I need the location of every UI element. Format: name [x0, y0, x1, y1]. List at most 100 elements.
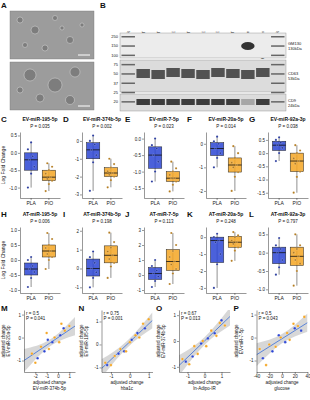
- point: [48, 169, 50, 171]
- tick-mark: [177, 315, 179, 316]
- point: [219, 253, 221, 255]
- subtitle: P = 0.248: [216, 219, 236, 224]
- point: [213, 332, 216, 335]
- point: [104, 362, 107, 365]
- tick: PIO: [45, 293, 54, 301]
- point: [232, 243, 234, 245]
- tick-mark: [255, 315, 257, 316]
- median: [166, 178, 179, 179]
- point: [51, 341, 54, 344]
- point: [157, 275, 159, 277]
- point: [30, 141, 32, 143]
- fit-line: [257, 323, 308, 355]
- tick-label: 0.5: [11, 133, 18, 138]
- title: AT-miR-7-5p: [149, 211, 178, 217]
- scale-bar: [78, 55, 90, 56]
- axis-line: [25, 372, 76, 373]
- annotation: P = 0.041: [26, 316, 46, 321]
- blot-strip: [120, 60, 286, 92]
- tick-label: 0: [138, 273, 141, 278]
- point: [303, 316, 306, 319]
- figure: ABMARKER210-POST223-POST220-PRE235-POST2…: [0, 0, 310, 400]
- axis-line: [257, 311, 258, 373]
- tick-label: 2: [76, 229, 79, 234]
- tick: -1.0: [9, 186, 20, 191]
- point: [278, 266, 280, 268]
- scatter-panel: -101-2-101adjusted changeEV-miR-374b-5pa…: [1, 311, 76, 392]
- scatter-panel: -101-101adjusted changeln-Adipo-IRadjust…: [156, 307, 231, 391]
- tick-label: 1: [221, 374, 224, 379]
- point: [46, 162, 48, 164]
- tick-mark: [100, 321, 102, 322]
- subtitle: P = 0.113: [155, 219, 174, 224]
- tick-mark: [80, 231, 82, 232]
- median: [42, 251, 55, 252]
- point: [89, 190, 91, 192]
- point: [45, 332, 48, 335]
- tick-label: -3: [75, 192, 79, 197]
- tick: 0: [57, 372, 60, 379]
- point: [152, 154, 154, 156]
- vesicle: [53, 16, 58, 21]
- subtitle: P = 0.797: [278, 219, 298, 224]
- tick-label: PIO: [293, 295, 302, 301]
- point: [294, 259, 296, 261]
- point: [196, 353, 199, 356]
- tick-mark: [142, 155, 144, 156]
- median: [24, 269, 37, 270]
- plot-area: [257, 313, 308, 366]
- tick-mark: [100, 367, 102, 368]
- axis: -101: [180, 372, 231, 379]
- box-panel: EV-miR-92a-3pP = 0.038-1.5-1.0-0.50.00.5…: [257, 116, 308, 206]
- tick: -0.5: [257, 164, 268, 169]
- point: [30, 277, 32, 279]
- point: [262, 357, 265, 360]
- tick-label: PLA: [212, 200, 222, 206]
- plot-area: [272, 233, 303, 287]
- tick: 0: [200, 235, 206, 240]
- box: [166, 250, 179, 271]
- point: [232, 145, 234, 147]
- panel-label: J: [125, 210, 129, 219]
- point: [218, 143, 220, 145]
- tick: 1: [69, 372, 72, 379]
- tick-mark: [80, 141, 82, 142]
- tick: -1.5: [257, 191, 268, 196]
- tick-label: 0.5: [11, 243, 18, 248]
- tick-mark: [142, 245, 144, 246]
- vesicle: [67, 37, 74, 44]
- band: [256, 68, 269, 77]
- point: [232, 166, 234, 168]
- annotation: P = 0.001: [104, 316, 124, 321]
- box-panel: AT-miR-374b-5pP = 0.198-1012PLAPIO: [75, 211, 123, 301]
- axis-line: [20, 133, 21, 199]
- tick-label: -1: [137, 288, 141, 293]
- tick-label: PIO: [231, 200, 240, 206]
- tick: -2: [199, 269, 206, 274]
- tick: -1: [94, 365, 101, 370]
- tick-label: 1: [138, 258, 141, 263]
- fit-line: [102, 320, 153, 368]
- point: [110, 266, 112, 268]
- point: [281, 259, 283, 261]
- tick: 0.0: [259, 251, 268, 256]
- point: [299, 263, 301, 265]
- title: EV-miR-374b-5p: [83, 116, 121, 122]
- plot-area: [148, 232, 179, 288]
- tick-label: -1.5: [133, 186, 141, 191]
- tick-label: 0: [57, 374, 60, 379]
- box: [272, 141, 285, 150]
- vesicle: [80, 23, 84, 27]
- panel-label: I: [63, 210, 65, 219]
- point: [49, 250, 51, 252]
- tick: 1: [221, 372, 224, 379]
- tick: PIO: [231, 198, 240, 206]
- axis-title: EV-miR-7-5p: [239, 328, 244, 354]
- tick: 0: [76, 266, 82, 271]
- axis-title: Log Fold Change: [0, 146, 6, 185]
- tick-label: 0: [18, 335, 21, 340]
- axis: -1.0-0.50.00.5: [9, 133, 20, 199]
- point: [213, 287, 215, 289]
- panel-label: K: [187, 210, 193, 219]
- tick-label: -3: [199, 286, 203, 291]
